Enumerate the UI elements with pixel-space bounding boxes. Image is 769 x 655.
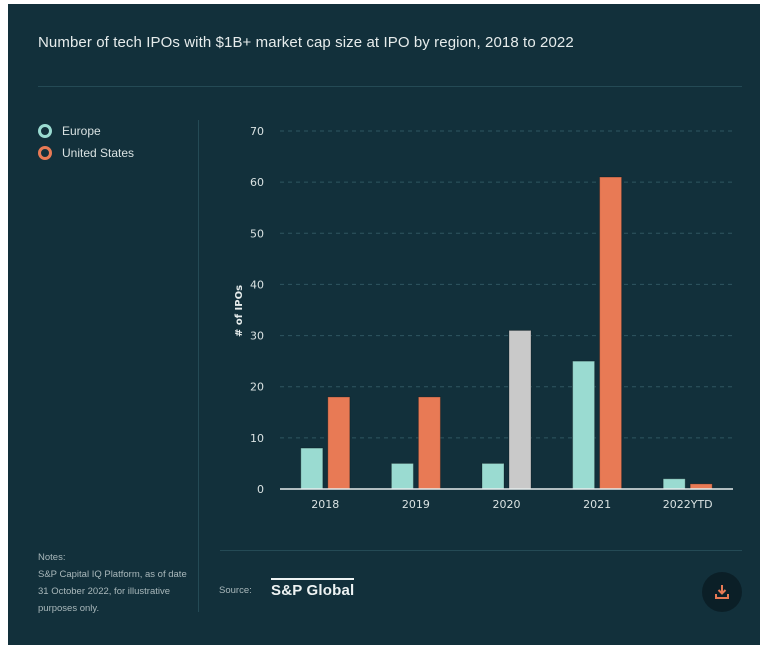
bar-united-states-2019[interactable] bbox=[417, 396, 441, 490]
notes-text: S&P Capital IQ Platform, as of date 31 O… bbox=[38, 569, 187, 614]
us-legend-dot-icon bbox=[38, 146, 52, 160]
y-tick-label: 0 bbox=[257, 483, 264, 496]
y-axis-label: # of IPOs bbox=[234, 285, 245, 337]
y-tick-label: 70 bbox=[250, 125, 264, 138]
y-tick-label: 10 bbox=[250, 432, 264, 445]
x-tick-label: 2020 bbox=[493, 498, 521, 511]
notes: Notes: S&P Capital IQ Platform, as of da… bbox=[38, 549, 188, 617]
footer-divider bbox=[220, 550, 742, 551]
bar-united-states-2022ytd[interactable] bbox=[689, 483, 713, 490]
x-tick-label: 2021 bbox=[583, 498, 611, 511]
gridlines bbox=[280, 130, 733, 439]
source-brand-logo: S&P Global bbox=[271, 578, 355, 599]
bar-europe-2018[interactable] bbox=[300, 447, 324, 490]
title-divider bbox=[38, 86, 742, 87]
source-label: Source: bbox=[219, 585, 252, 596]
legend: Europe United States bbox=[38, 120, 134, 164]
bar-europe-2019[interactable] bbox=[390, 462, 414, 490]
download-button[interactable] bbox=[702, 572, 742, 612]
bars bbox=[300, 176, 713, 490]
sidebar-divider bbox=[198, 120, 199, 612]
legend-label: Europe bbox=[62, 124, 101, 138]
bar-europe-2022ytd[interactable] bbox=[662, 478, 686, 490]
y-axis-ticks: 0 10 20 30 40 50 60 70 bbox=[250, 125, 264, 496]
notes-heading: Notes: bbox=[38, 552, 66, 563]
chart-title: Number of tech IPOs with $1B+ market cap… bbox=[38, 34, 574, 51]
legend-item-europe[interactable]: Europe bbox=[38, 120, 134, 142]
bar-united-states-2018[interactable] bbox=[327, 396, 351, 490]
download-icon bbox=[715, 585, 729, 599]
bar-united-states-2021[interactable] bbox=[599, 176, 623, 490]
bar-united-states-2020[interactable] bbox=[508, 329, 532, 490]
x-axis-ticks: 2018 2019 2020 2021 2022YTD bbox=[311, 498, 712, 511]
y-tick-label: 60 bbox=[250, 176, 264, 189]
y-tick-label: 40 bbox=[250, 278, 264, 291]
x-tick-label: 2022YTD bbox=[663, 498, 713, 511]
legend-label: United States bbox=[62, 146, 135, 160]
europe-legend-dot-icon bbox=[38, 124, 52, 138]
y-tick-label: 50 bbox=[250, 227, 264, 240]
y-tick-label: 20 bbox=[250, 381, 264, 394]
bar-europe-2020[interactable] bbox=[481, 462, 505, 490]
bar-europe-2021[interactable] bbox=[572, 360, 596, 490]
legend-item-united-states[interactable]: United States bbox=[38, 142, 134, 164]
chart-panel: Number of tech IPOs with $1B+ market cap… bbox=[8, 4, 760, 645]
x-tick-label: 2019 bbox=[402, 498, 430, 511]
x-tick-label: 2018 bbox=[311, 498, 339, 511]
y-tick-label: 30 bbox=[250, 330, 264, 343]
